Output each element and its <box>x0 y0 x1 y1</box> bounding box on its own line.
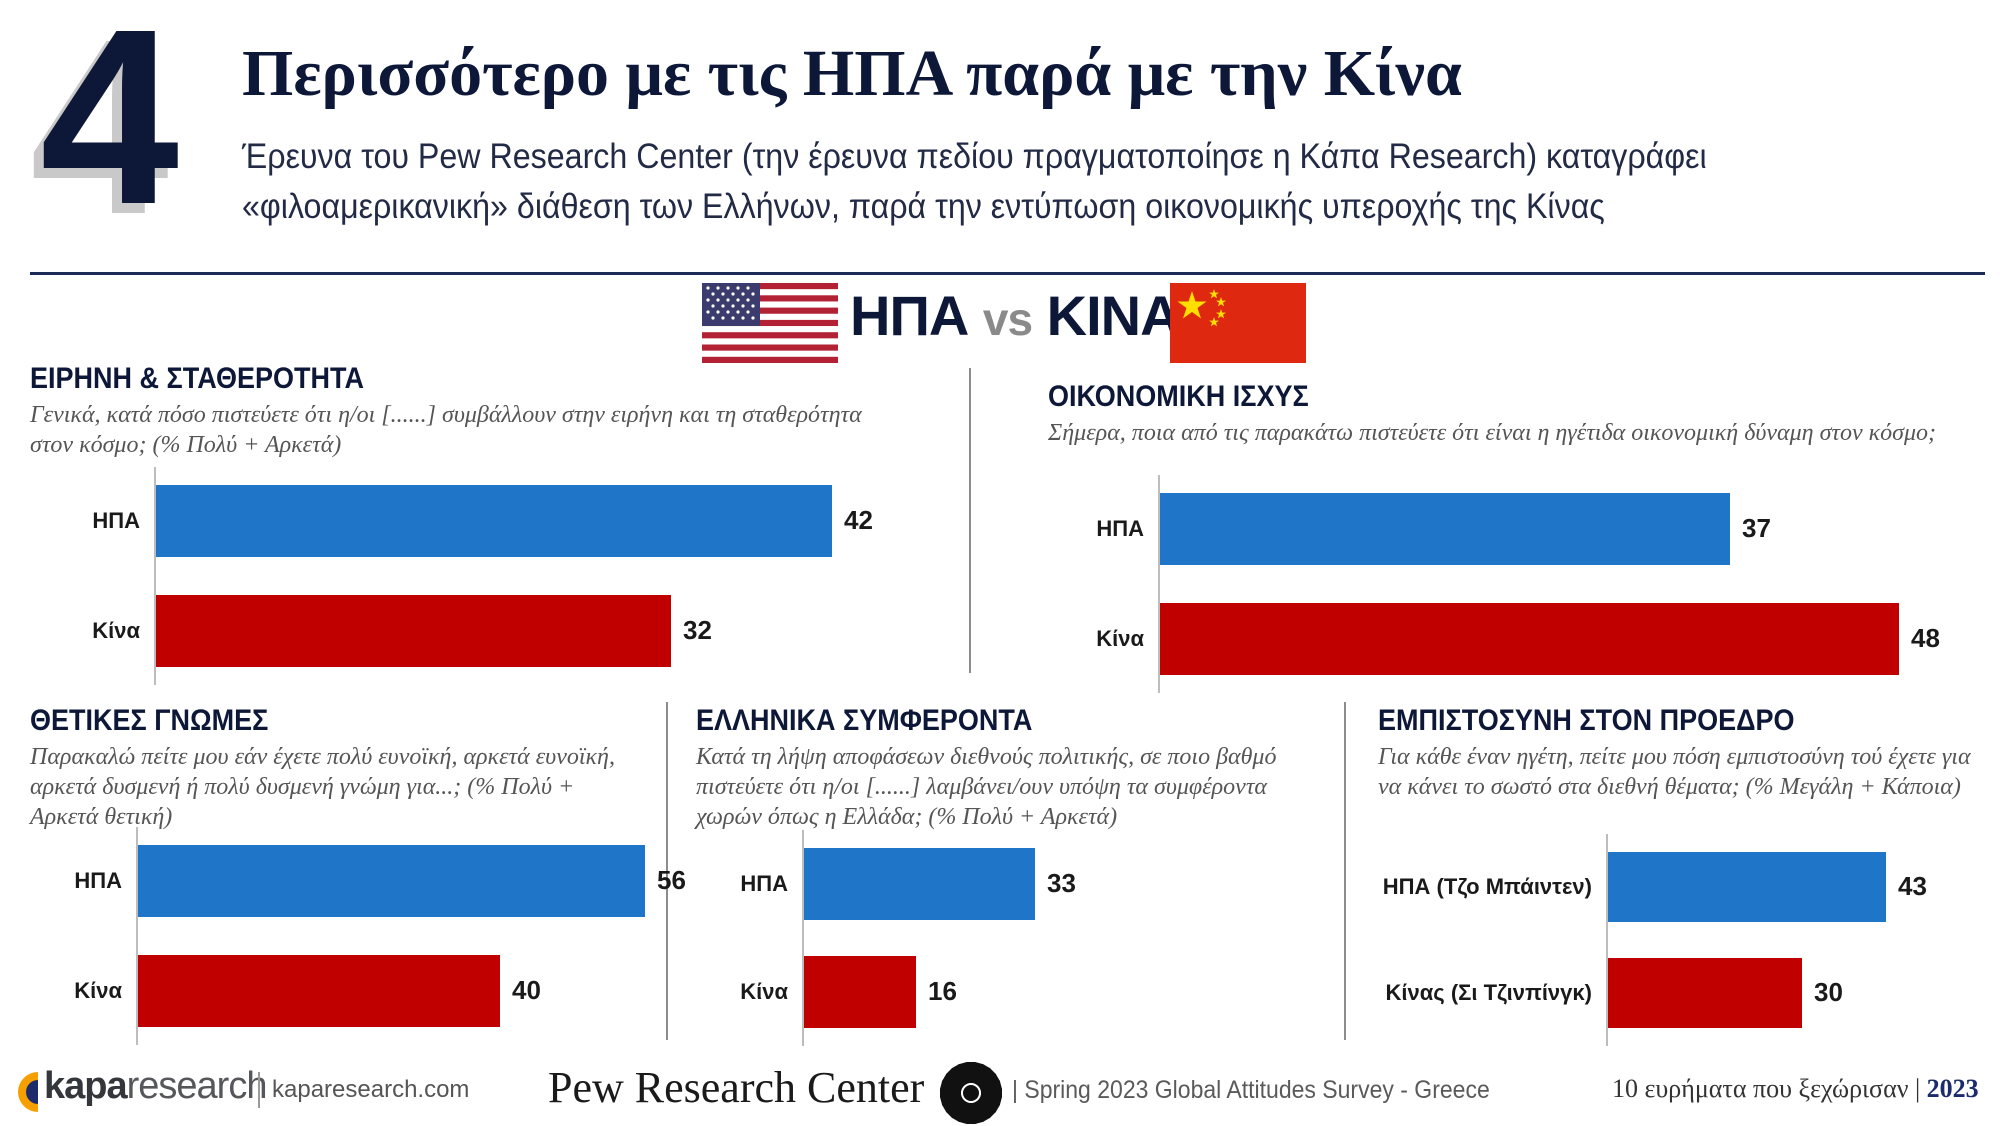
sunburst-ray <box>958 1061 971 1084</box>
value-label: 16 <box>928 976 957 1006</box>
page-title: Περισσότερο με τις ΗΠΑ παρά με την Κίνα <box>242 37 1462 110</box>
category-label: ΗΠΑ <box>740 871 788 896</box>
panel-question: Για κάθε έναν ηγέτη, πείτε μου πόση εμπι… <box>1378 744 1971 800</box>
value-label: 43 <box>1898 871 1927 901</box>
panel-peace-stability: ΕΙΡΗΝΗ & ΣΤΑΘΕΡΟΤΗΤΑ Γενικά, κατά πόσο π… <box>30 360 930 685</box>
value-label: 56 <box>657 865 686 895</box>
versus-vs: vs <box>982 293 1033 345</box>
panel-question: Παρακαλώ πείτε μου εάν έχετε πολύ ευνοϊκ… <box>30 744 615 830</box>
sunburst-ray <box>945 1067 966 1088</box>
chart-axis <box>802 830 804 1046</box>
bar-china <box>1608 958 1802 1028</box>
panel-greek-interests: ΕΛΛΗΝΙΚΑ ΣΥΜΦΕΡΟΝΤΑ Κατά τη λήψη αποφάσε… <box>696 702 1336 1046</box>
chart-axis <box>1606 834 1608 1046</box>
panel-question: Κατά τη λήψη αποφάσεων διεθνούς πολιτική… <box>696 744 1277 830</box>
divider-top <box>969 368 971 673</box>
bar-china <box>156 595 671 667</box>
us-flag-icon <box>702 283 838 363</box>
divider-bottom-1 <box>666 702 668 1040</box>
panel-title: ΘΕΤΙΚΕΣ ΓΝΩΜΕΣ <box>30 704 269 737</box>
category-label: Κίνα <box>92 618 140 643</box>
category-label: Κίνα <box>74 978 122 1003</box>
versus-right: ΚΙΝΑ <box>1046 284 1181 347</box>
value-label: 48 <box>1911 623 1940 653</box>
pew-sunburst-icon <box>939 1061 1003 1125</box>
panel-title: ΕΛΛΗΝΙΚΑ ΣΥΜΦΕΡΟΝΤΑ <box>696 704 1033 737</box>
sunburst-ray <box>951 1063 968 1086</box>
sunburst-ray <box>939 1080 962 1093</box>
chart-axis <box>1158 475 1160 693</box>
value-label: 30 <box>1814 977 1843 1007</box>
bar-us <box>1160 493 1730 565</box>
sunburst-ray <box>941 1096 964 1113</box>
category-label: ΗΠΑ <box>92 508 140 533</box>
bar-us <box>804 848 1035 920</box>
chart-axis <box>136 827 138 1045</box>
category-label: ΗΠΑ (Τζο Μπάιντεν) <box>1382 874 1592 899</box>
versus-left: ΗΠΑ <box>850 284 969 347</box>
bar-us <box>156 485 832 557</box>
sunburst-ray <box>974 1100 991 1123</box>
value-label: 40 <box>512 975 541 1005</box>
findings-label: 10 ευρήματα που ξεχώρισαν | 2023 <box>1612 1074 1979 1104</box>
value-label: 42 <box>844 505 873 535</box>
panel-trust-president: ΕΜΠΙΣΤΟΣΥΝΗ ΣΤΟΝ ΠΡΟΕΔΡΟ Για κάθε έναν η… <box>1378 702 1978 1046</box>
category-label: ΗΠΑ <box>1096 516 1144 541</box>
sunburst-ray <box>974 1063 991 1086</box>
bar-china <box>138 955 500 1027</box>
bar-china <box>1160 603 1899 675</box>
panel-title: ΕΙΡΗΝΗ & ΣΤΑΘΕΡΟΤΗΤΑ <box>30 362 364 395</box>
panel-title: ΕΜΠΙΣΤΟΣΥΝΗ ΣΤΟΝ ΠΡΟΕΔΡΟ <box>1378 704 1795 737</box>
kapa-brand-bold: kapa <box>44 1065 128 1107</box>
chart-axis <box>154 467 156 685</box>
kapa-url-link[interactable]: kaparesearch.com <box>272 1076 470 1103</box>
value-label: 32 <box>683 615 712 645</box>
sunburst-ray <box>951 1100 968 1123</box>
panel-economic-power: ΟΙΚΟΝΟΜΙΚΗ ΙΣΧΥΣ Σήμερα, ποια από τις πα… <box>1048 378 1968 698</box>
sunburst-ray <box>941 1073 964 1090</box>
header-divider <box>30 272 1985 275</box>
china-flag-icon <box>1170 283 1306 363</box>
bar-us <box>138 845 645 917</box>
kapa-brand: kaparesearch <box>44 1065 268 1108</box>
sunburst-ray <box>978 1096 1001 1113</box>
panel-positive-opinions: ΘΕΤΙΚΕΣ ΓΝΩΜΕΣ Παρακαλώ πείτε μου εάν έχ… <box>30 702 686 1045</box>
sunburst-ray <box>976 1098 997 1119</box>
value-label: 37 <box>1742 513 1771 543</box>
panel-question: Σήμερα, ποια από τις παρακάτω πιστεύετε … <box>1048 420 1937 446</box>
sunburst-ray <box>978 1073 1001 1090</box>
bar-china <box>804 956 916 1028</box>
pew-brand: Pew Research Center <box>548 1063 925 1112</box>
versus-label: ΗΠΑ vs ΚΙΝΑ <box>850 283 1181 348</box>
findings-year: 2023 <box>1926 1074 1979 1103</box>
section-number: 4 <box>40 0 180 256</box>
bar-us <box>1608 852 1886 922</box>
panel-title: ΟΙΚΟΝΟΜΙΚΗ ΙΣΧΥΣ <box>1048 380 1309 413</box>
divider-bottom-2 <box>1344 702 1346 1040</box>
category-label: Κίνας (Σι Τζινπίνγκ) <box>1385 980 1592 1005</box>
kapa-brand-light: research <box>126 1065 268 1107</box>
panel-question: Γενικά, κατά πόσο πιστεύετε ότι η/οι [..… <box>30 402 862 458</box>
findings-text: 10 ευρήματα που ξεχώρισαν | <box>1612 1074 1921 1103</box>
kapa-logo-icon <box>18 1072 38 1112</box>
sunburst-ray <box>971 1061 984 1084</box>
survey-label: | Spring 2023 Global Attitudes Survey - … <box>1012 1076 1490 1104</box>
value-label: 33 <box>1047 868 1076 898</box>
category-label: Κίνα <box>740 979 788 1004</box>
sunburst-ray <box>976 1067 997 1088</box>
page-subtitle: Έρευνα του Pew Research Center (την έρευ… <box>242 137 1707 226</box>
kapa-separator <box>258 1072 260 1108</box>
category-label: ΗΠΑ <box>74 868 122 893</box>
category-label: Κίνα <box>1096 626 1144 651</box>
sunburst-ray <box>980 1093 1003 1106</box>
sunburst-ray <box>958 1102 971 1125</box>
sunburst-ray <box>945 1098 966 1119</box>
